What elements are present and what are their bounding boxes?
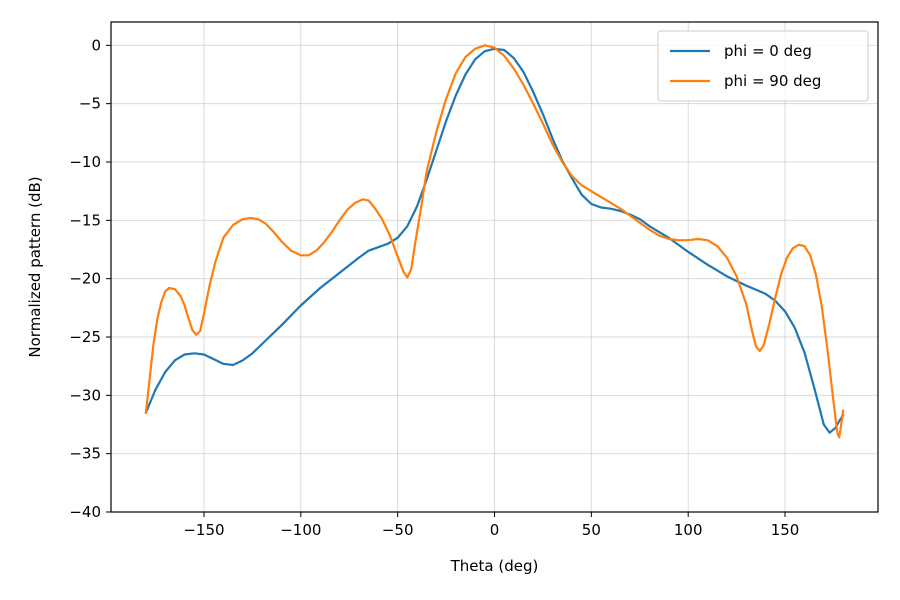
x-tick-label: 50	[582, 521, 601, 539]
y-tick-label: −40	[69, 503, 101, 521]
x-tick-label: 100	[674, 521, 703, 539]
legend-label: phi = 0 deg	[724, 42, 812, 60]
x-axis-label: Theta (deg)	[450, 557, 539, 575]
series-group	[144, 44, 845, 439]
y-tick-label: −10	[69, 153, 101, 171]
x-tick-label: −50	[382, 521, 414, 539]
y-tick-label: −35	[69, 445, 101, 463]
x-tick-label: −150	[183, 521, 224, 539]
y-tick-label: −25	[69, 328, 101, 346]
y-tick-label: −30	[69, 386, 101, 404]
grid	[111, 22, 878, 513]
axis-ticks: −150 −100 −50 0 50 100 150 0 −5 −10 −15 −20 −25 −30 −3…	[69, 36, 799, 539]
x-tick-label: −100	[280, 521, 321, 539]
series-line-1	[144, 44, 845, 439]
y-tick-label: −15	[69, 211, 101, 229]
y-tick-label: −20	[69, 270, 101, 288]
y-axis-label: Normalized pattern (dB)	[26, 176, 44, 357]
legend: phi = 0 deg phi = 90 deg	[657, 30, 869, 102]
y-tick-label: −5	[79, 95, 101, 113]
series-line-0	[144, 47, 845, 434]
x-tick-label: 150	[771, 521, 800, 539]
y-tick-label: 0	[91, 36, 101, 54]
x-tick-label: 0	[490, 521, 500, 539]
legend-label: phi = 90 deg	[724, 72, 821, 90]
legend-box	[657, 30, 869, 102]
